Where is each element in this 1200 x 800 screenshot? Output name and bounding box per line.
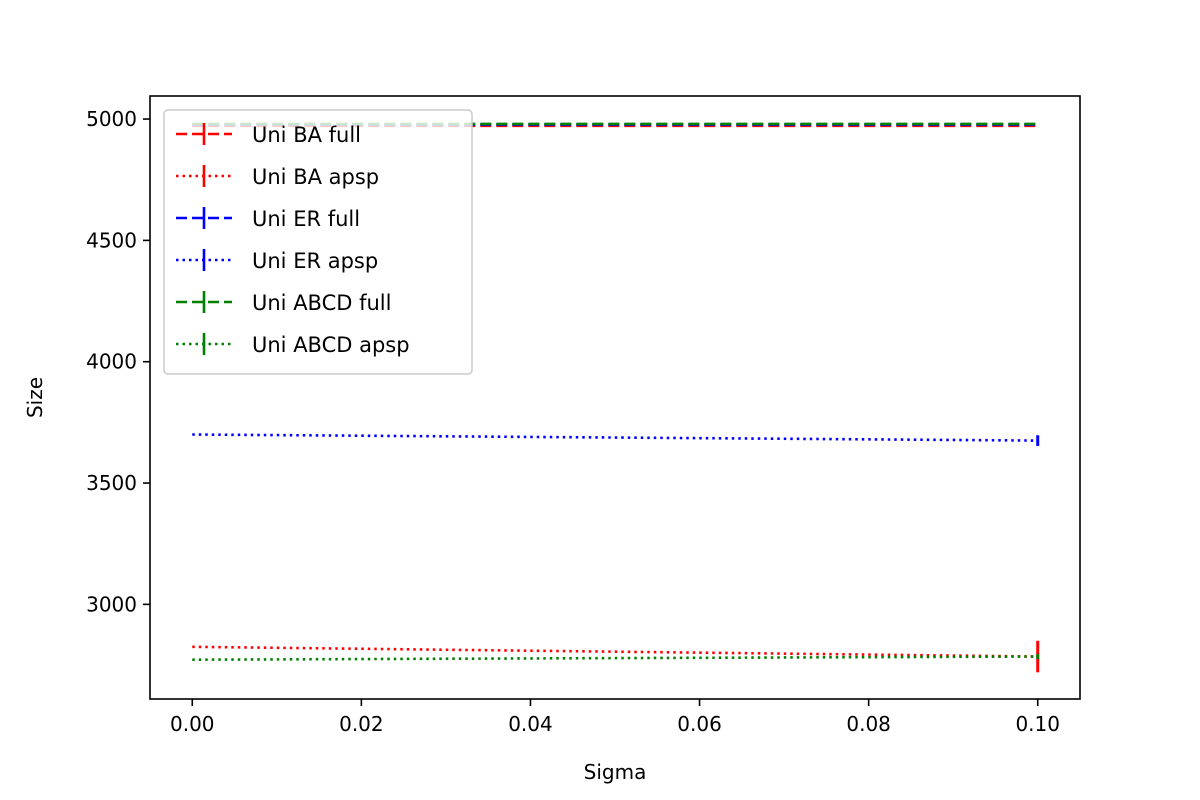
legend-label-uni-er-full: Uni ER full (252, 207, 360, 231)
legend-box (163, 109, 473, 375)
y-axis-label: Size (23, 377, 47, 418)
legend-label-uni-ba-full: Uni BA full (252, 123, 361, 147)
series-line-uni-ba-apsp (192, 645, 1038, 658)
y-tick-label: 3000 (86, 592, 137, 616)
series-line-uni-abcd-apsp (192, 655, 1038, 661)
y-axis: 3000 3500 4000 4500 5000 (86, 107, 150, 616)
x-tick-label: 0.08 (846, 712, 891, 736)
plot-frame (149, 95, 1081, 700)
series-line-uni-er-apsp (192, 433, 1038, 442)
legend-label-uni-er-apsp: Uni ER apsp (252, 249, 378, 273)
y-tick-label: 4500 (86, 228, 137, 252)
legend-label-uni-abcd-apsp: Uni ABCD apsp (252, 333, 410, 357)
series-layer (192, 122, 1040, 673)
x-tick-label: 0.10 (1015, 712, 1060, 736)
y-tick-label: 5000 (86, 107, 137, 131)
x-tick-label: 0.06 (677, 712, 722, 736)
x-tick-label: 0.02 (339, 712, 384, 736)
x-axis-label: Sigma (584, 760, 647, 784)
x-axis: 0.00 0.02 0.04 0.06 0.08 0.10 (170, 699, 1060, 736)
y-tick-label: 4000 (86, 350, 137, 374)
legend-label-uni-abcd-full: Uni ABCD full (252, 291, 391, 315)
legend-label-uni-ba-apsp: Uni BA apsp (252, 165, 379, 189)
x-tick-label: 0.00 (170, 712, 215, 736)
x-tick-label: 0.04 (508, 712, 553, 736)
legend: Uni BA full Uni BA apsp Uni ER full Uni ER … (163, 109, 473, 375)
y-tick-label: 3500 (86, 471, 137, 495)
